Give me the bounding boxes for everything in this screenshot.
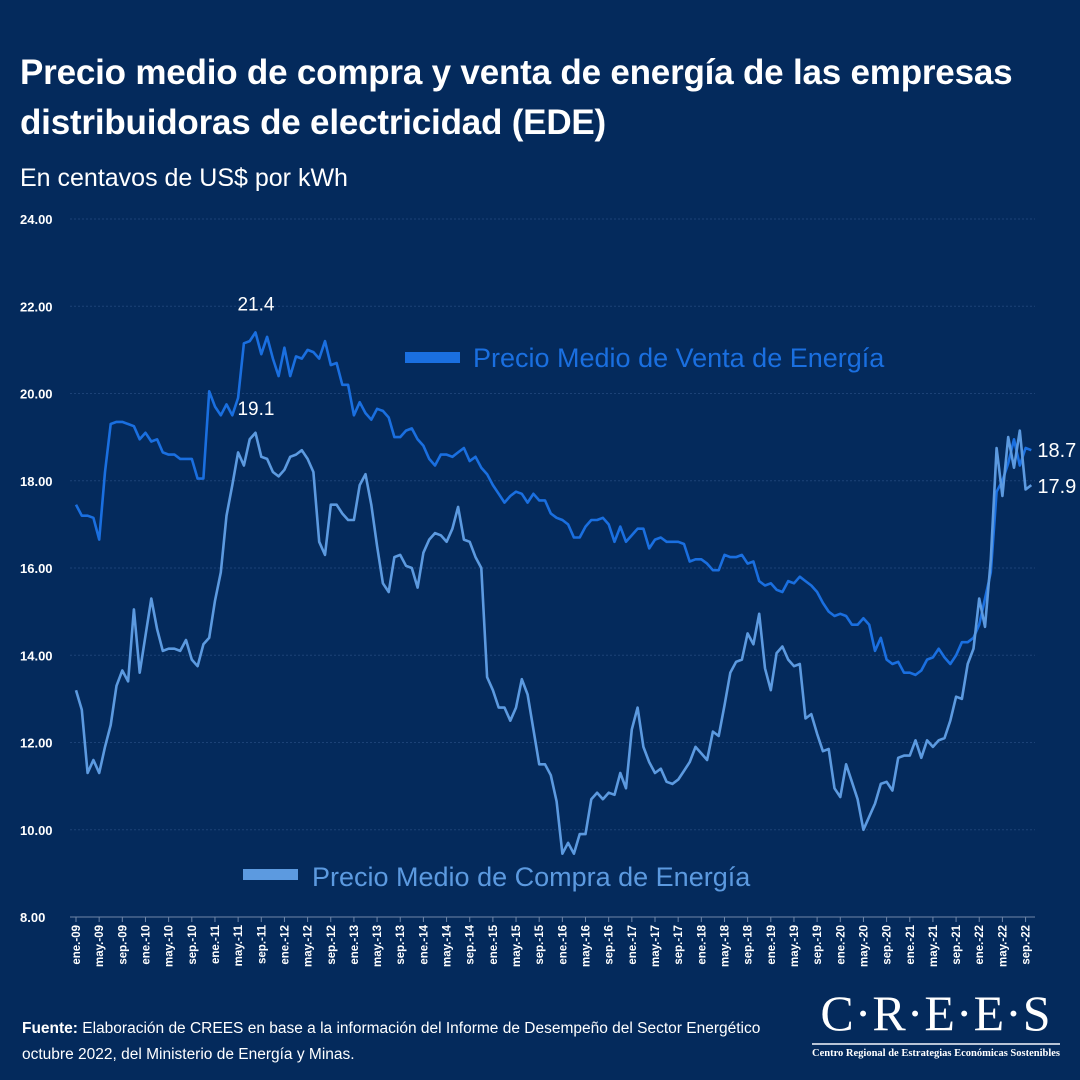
y-tick-label: 16.00 (20, 561, 53, 576)
data-label: 18.7 (1037, 440, 1076, 462)
logo-divider (812, 1043, 1060, 1045)
x-tick-label: ene.-09 (71, 925, 83, 965)
x-tick-label: ene.-19 (766, 925, 778, 965)
x-tick-label: sep.-17 (673, 925, 685, 965)
y-tick-label: 22.00 (20, 299, 53, 314)
chart-title: Precio medio de compra y venta de energí… (20, 53, 1013, 142)
legend-label: Precio Medio de Compra de Energía (312, 862, 751, 892)
data-label: 21.4 (237, 294, 274, 315)
x-tick-label: sep.-21 (951, 924, 963, 964)
x-tick-label: ene.-12 (279, 925, 291, 965)
series-line-compra (74, 429, 1033, 856)
x-tick-label: ene.-14 (418, 924, 430, 964)
x-tick-label: sep.-19 (812, 925, 824, 965)
x-tick-label: sep.-15 (534, 924, 546, 964)
x-tick-label: may.-16 (581, 925, 593, 967)
x-tick-label: ene.-15 (488, 924, 500, 964)
crees-logo: C·R·E·E·S Centro Regional de Estrategias… (812, 985, 1060, 1059)
x-tick-label: may.-12 (303, 925, 315, 967)
x-tick-label: ene.-11 (210, 924, 222, 964)
x-tick-label: may.-18 (719, 924, 731, 967)
x-tick-label: sep.-11 (256, 924, 268, 964)
legend-swatch (405, 352, 460, 363)
legend-label: Precio Medio de Venta de Energía (473, 343, 885, 373)
logo-tagline: Centro Regional de Estrategias Económica… (812, 1048, 1061, 1059)
y-tick-label: 10.00 (20, 823, 53, 838)
x-tick-label: may.-17 (650, 925, 662, 967)
x-tick-label: sep.-18 (743, 924, 755, 964)
x-tick-label: may.-20 (858, 925, 870, 967)
x-tick-label: ene.-22 (974, 925, 986, 965)
logo-wordmark: C·R·E·E·S (820, 985, 1052, 1041)
source-label: Fuente: (22, 1020, 78, 1037)
y-tick-label: 14.00 (20, 648, 53, 663)
x-tick-label: may.-10 (164, 925, 176, 967)
x-tick-label: sep.-13 (395, 925, 407, 965)
x-tick-label: ene.-18 (696, 924, 708, 964)
y-tick-label: 20.00 (20, 387, 53, 402)
x-tick-label: sep.-09 (117, 925, 129, 965)
x-tick-label: may.-14 (442, 924, 454, 967)
x-tick-label: may.-11 (233, 924, 245, 966)
x-tick-label: may.-15 (511, 924, 523, 967)
y-tick-label: 24.00 (20, 212, 53, 227)
x-tick-label: may.-22 (997, 925, 1009, 967)
source-text: Elaboración de CREES en base a la inform… (22, 1020, 761, 1063)
data-label: 19.1 (237, 399, 274, 420)
chart-subtitle: En centavos de US$ por kWh (20, 164, 348, 192)
x-tick-label: ene.-17 (627, 925, 639, 965)
x-tick-label: may.-21 (928, 924, 940, 967)
x-tick-label: sep.-12 (326, 925, 338, 965)
y-tick-label: 12.00 (20, 736, 53, 751)
x-tick-label: may.-09 (94, 925, 106, 967)
x-tick-label: sep.-16 (604, 925, 616, 965)
x-tick-label: sep.-14 (465, 924, 477, 964)
x-tick-label: ene.-10 (140, 925, 152, 965)
x-tick-label: ene.-20 (835, 925, 847, 965)
legend-swatch (243, 869, 298, 880)
data-label: 17.9 (1037, 476, 1076, 498)
x-tick-label: may.-19 (789, 925, 801, 967)
source-note: Fuente: Elaboración de CREES en base a l… (22, 1016, 782, 1068)
y-tick-label: 18.00 (20, 474, 53, 489)
x-tick-label: ene.-16 (557, 925, 569, 965)
x-tick-label: sep.-22 (1021, 925, 1033, 965)
series-line-venta (74, 331, 1032, 677)
x-tick-label: ene.-21 (905, 924, 917, 964)
x-tick-label: ene.-13 (349, 925, 361, 965)
x-tick-label: may.-13 (372, 925, 384, 967)
x-tick-label: sep.-10 (187, 925, 199, 965)
x-tick-label: sep.-20 (882, 925, 894, 965)
y-tick-label: 8.00 (20, 910, 45, 925)
